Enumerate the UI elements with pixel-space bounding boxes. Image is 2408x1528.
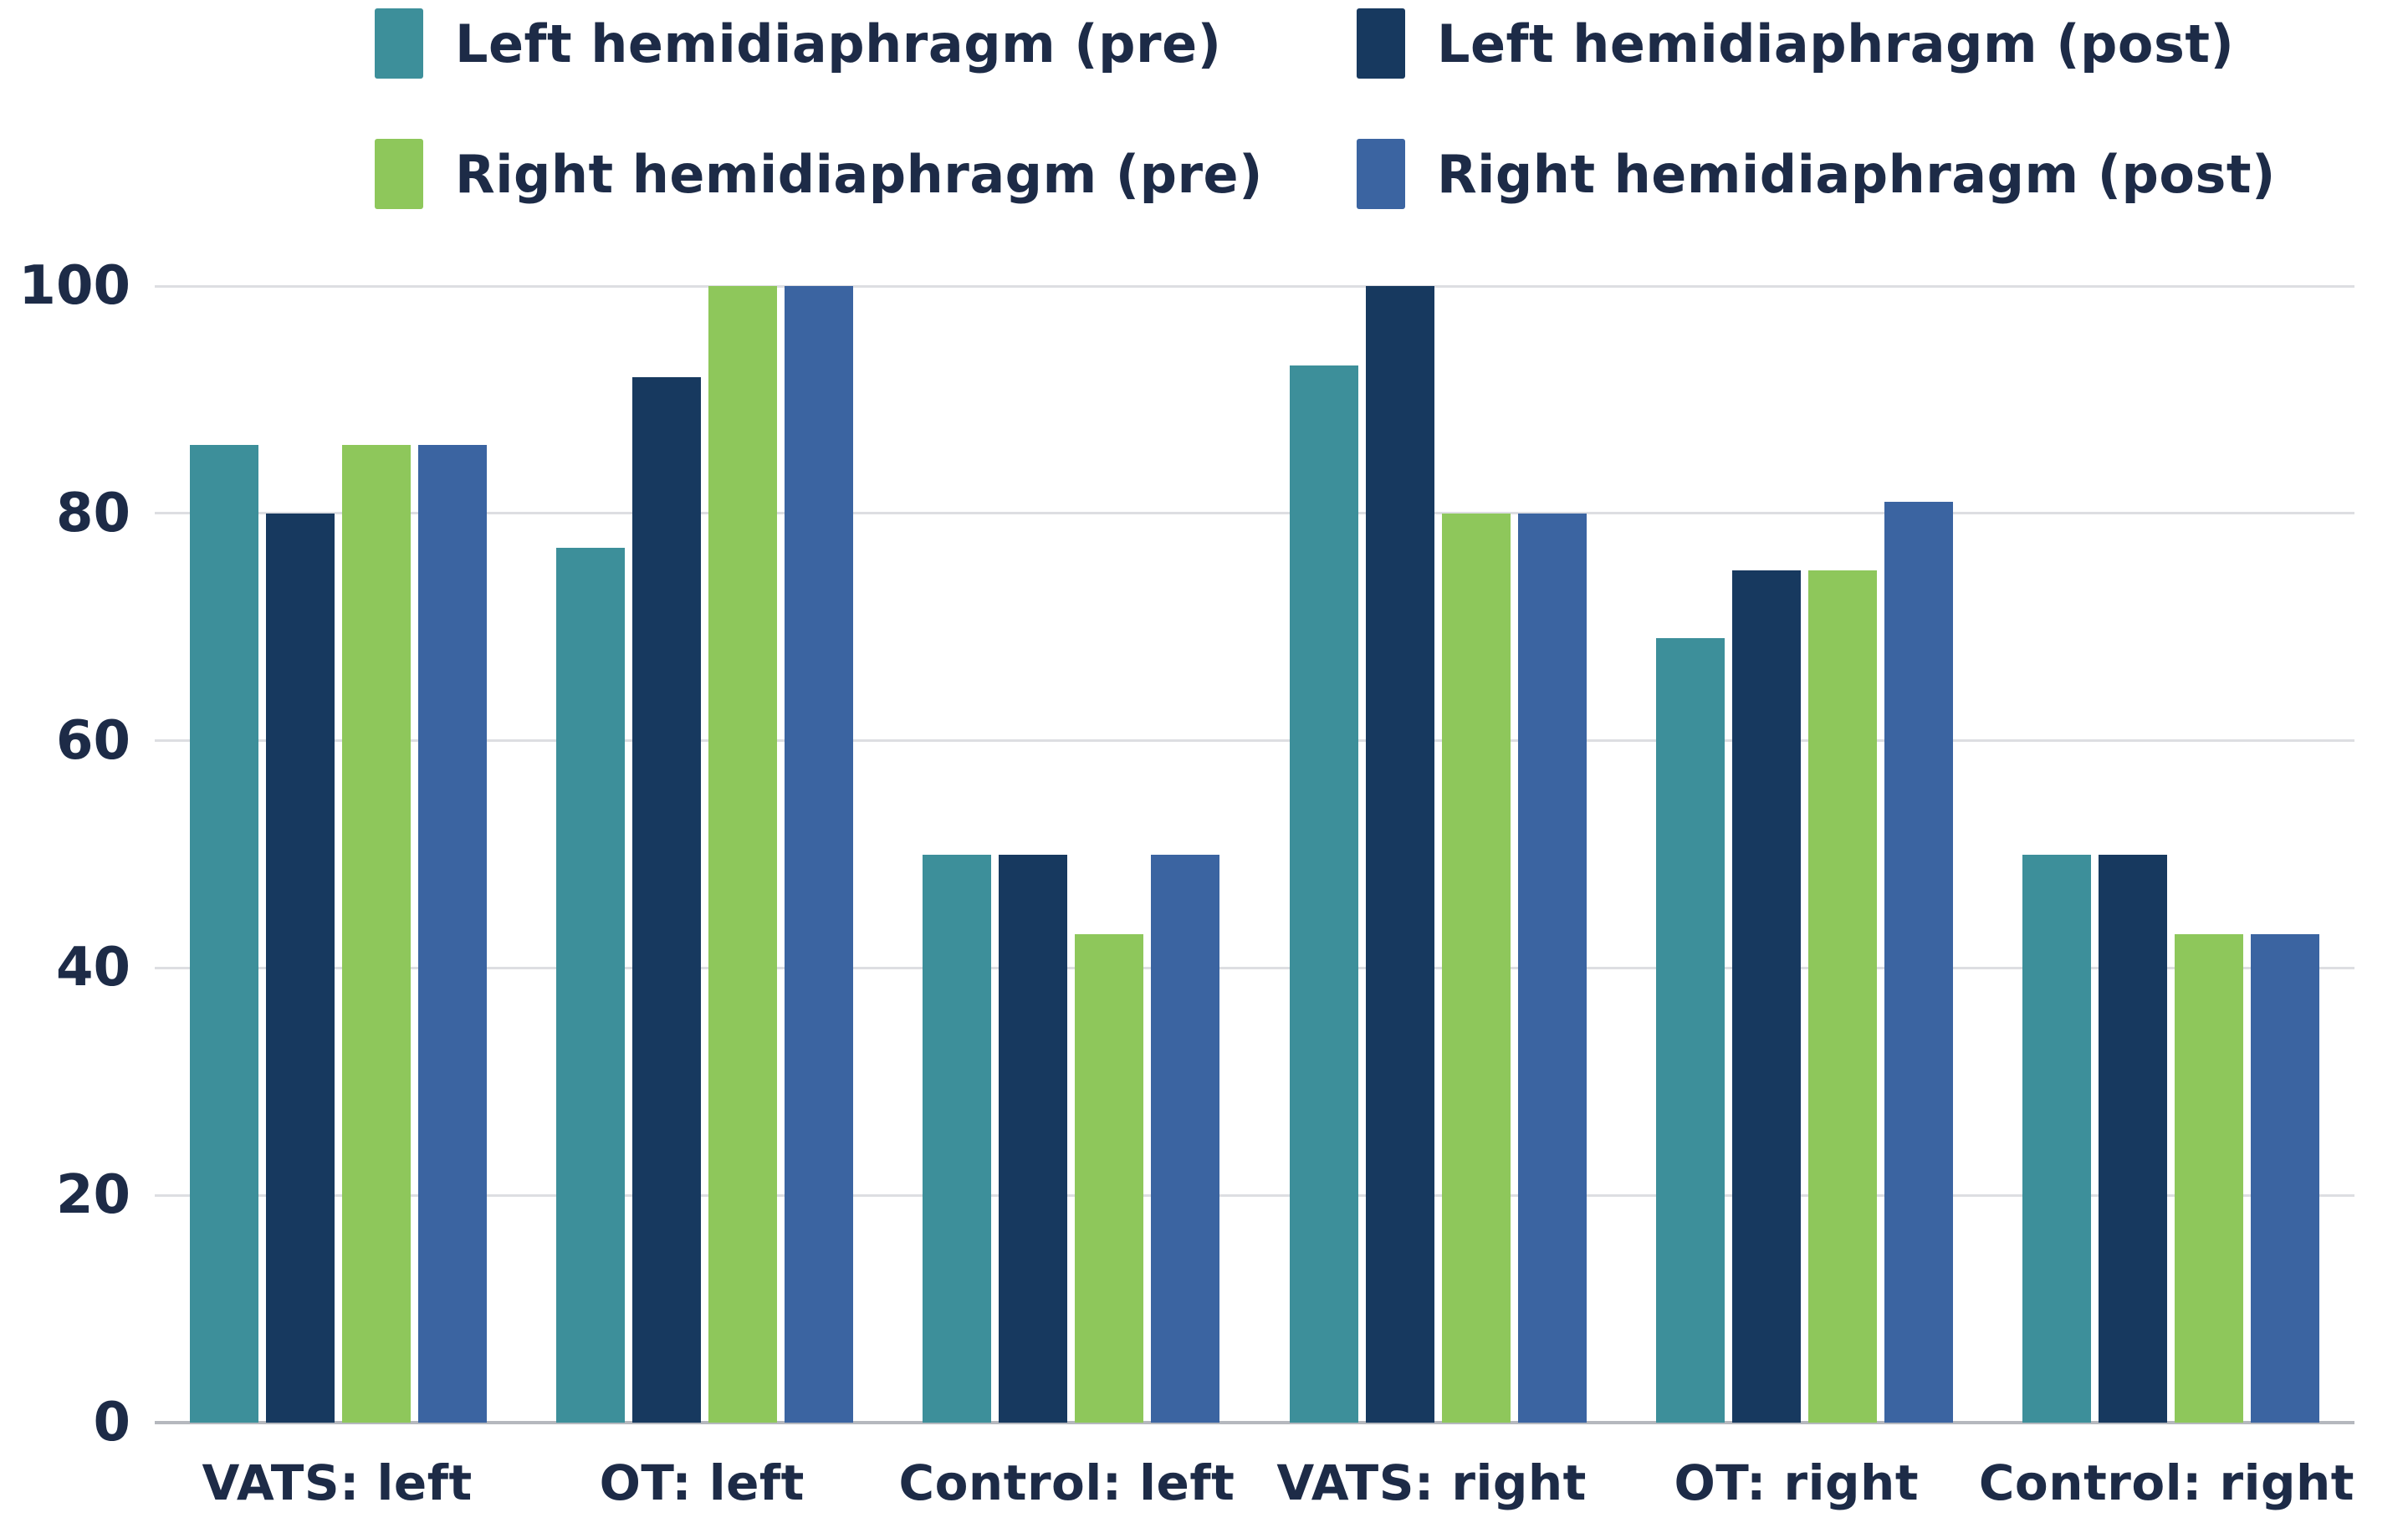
x-axis-category-label: OT: left	[599, 1454, 805, 1511]
bar	[1075, 933, 1144, 1423]
bar	[417, 445, 487, 1423]
bar	[265, 513, 335, 1423]
bar	[555, 547, 625, 1423]
bar	[2099, 854, 2168, 1423]
bar	[923, 854, 992, 1423]
y-axis-tick-label: 60	[55, 709, 130, 772]
y-axis-tick-label: 20	[55, 1164, 130, 1227]
legend-label: Right hemidiaphragm (post)	[1436, 143, 2276, 205]
legend-swatch	[1356, 8, 1405, 79]
x-axis-category-label: OT: right	[1674, 1454, 1920, 1511]
legend-label: Left hemidiaphragm (pre)	[455, 13, 1222, 74]
bar	[1517, 513, 1587, 1423]
bar-group	[1988, 286, 2354, 1423]
bar	[341, 445, 411, 1423]
bar	[999, 854, 1068, 1423]
legend-swatch	[1356, 139, 1405, 209]
y-axis-tick-label: 100	[18, 255, 130, 317]
legend: Left hemidiaphragm (pre) Left hemidiaphra…	[375, 8, 2276, 209]
gridline	[155, 739, 2354, 743]
x-axis-category-label: VATS: right	[1276, 1454, 1587, 1511]
legend-label: Left hemidiaphragm (post)	[1436, 13, 2235, 74]
gridline	[155, 966, 2354, 969]
legend-item: Left hemidiaphragm (post)	[1356, 8, 2276, 79]
gridline	[155, 512, 2354, 515]
y-axis-tick-label: 80	[55, 482, 130, 544]
x-axis-category-label: VATS: left	[202, 1454, 473, 1511]
bar	[784, 286, 853, 1423]
y-axis-tick-label: 40	[55, 937, 130, 999]
x-axis-labels: VATS: left OT: left Control: left VATS: rig…	[155, 1454, 2354, 1511]
x-axis-category-label: Control: left	[898, 1454, 1235, 1511]
bar	[1441, 513, 1511, 1423]
bar	[1884, 502, 1953, 1423]
bar	[2022, 854, 2092, 1423]
x-axis-category-label: Control: right	[1978, 1454, 2355, 1511]
bar-group	[155, 286, 521, 1423]
bar	[1289, 365, 1358, 1423]
bar	[708, 286, 777, 1423]
legend-swatch	[375, 8, 423, 79]
gridline	[155, 284, 2354, 288]
bar	[1365, 286, 1434, 1423]
bar-group	[888, 286, 1255, 1423]
bar	[2251, 933, 2320, 1423]
bar	[1655, 638, 1725, 1423]
bar	[2175, 933, 2244, 1423]
bar	[1731, 570, 1801, 1423]
x-axis-baseline	[155, 1421, 2354, 1424]
legend-item: Right hemidiaphragm (post)	[1356, 139, 2276, 209]
bar	[1807, 570, 1877, 1423]
legend-label: Right hemidiaphragm (pre)	[455, 143, 1263, 205]
bar	[1151, 854, 1220, 1423]
legend-item: Left hemidiaphragm (pre)	[375, 8, 1263, 79]
bar	[189, 445, 258, 1423]
bar-groups	[155, 286, 2354, 1423]
bar-group	[1255, 286, 1621, 1423]
bar	[631, 376, 701, 1423]
legend-item: Right hemidiaphragm (pre)	[375, 139, 1263, 209]
bar-group	[521, 286, 887, 1423]
legend-swatch	[375, 139, 423, 209]
bar-group	[1621, 286, 1987, 1423]
gridline	[155, 1193, 2354, 1197]
y-axis-tick-label: 0	[93, 1392, 130, 1454]
